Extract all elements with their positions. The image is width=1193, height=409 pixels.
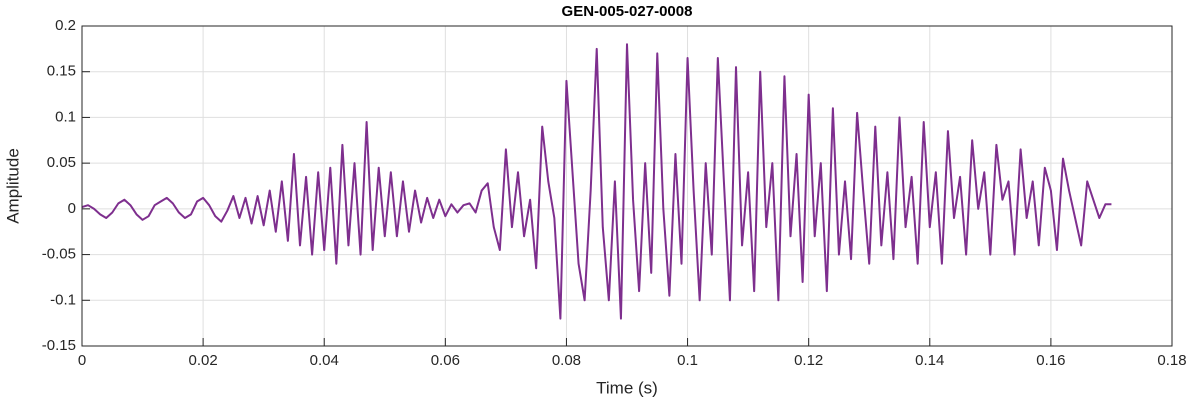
x-axis-label: Time (s) <box>596 378 658 397</box>
waveform-line <box>81 43 1112 320</box>
plot-frame <box>81 25 1173 347</box>
y-tick-label: -0.05 <box>42 246 76 263</box>
y-tick-label: 0.1 <box>55 108 76 125</box>
x-tick-label: 0.08 <box>552 352 581 369</box>
x-tick-label: 0.06 <box>431 352 460 369</box>
y-tick-label: 0.2 <box>55 17 76 34</box>
x-tick-label: 0.02 <box>189 352 218 369</box>
y-tick-label: -0.15 <box>42 337 76 354</box>
x-tick-label: 0.14 <box>915 352 944 369</box>
chart-title: GEN-005-027-0008 <box>562 3 693 20</box>
x-tick-label: 0.1 <box>677 352 698 369</box>
x-tick-label: 0.16 <box>1036 352 1065 369</box>
y-tick-label: -0.1 <box>50 291 76 308</box>
y-tick-label: 0.05 <box>47 154 76 171</box>
y-tick-label: 0.15 <box>47 63 76 80</box>
y-axis-label: Amplitude <box>3 148 22 224</box>
x-tick-label: 0.04 <box>310 352 339 369</box>
x-tick-label: 0.12 <box>794 352 823 369</box>
x-tick-label: 0 <box>78 352 86 369</box>
y-tick-label: 0 <box>68 200 76 217</box>
x-tick-label: 0.18 <box>1157 352 1186 369</box>
